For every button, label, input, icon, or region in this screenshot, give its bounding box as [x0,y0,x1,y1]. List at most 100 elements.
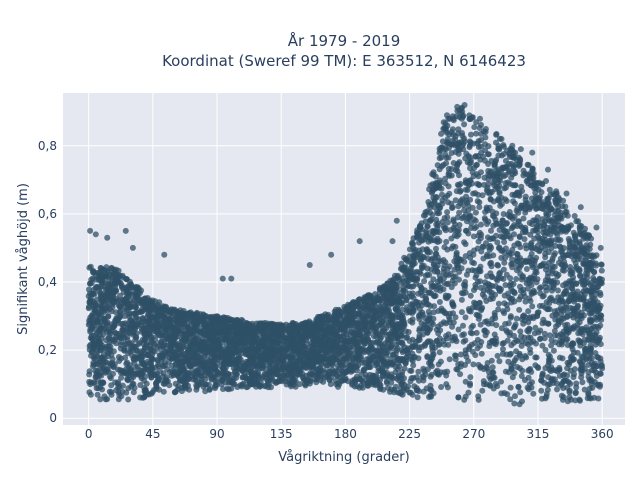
data-point [144,351,151,358]
data-point [516,162,522,169]
data-point [577,397,583,404]
data-point [349,380,356,387]
data-point [496,189,503,196]
data-point [461,121,468,128]
data-point [555,204,562,210]
data-point [448,172,455,179]
data-point [455,226,462,233]
data-point [428,280,435,287]
data-point [373,347,380,354]
data-point [152,364,159,371]
data-point [106,306,113,312]
data-point [193,386,200,393]
data-point [480,244,487,250]
data-point [564,359,571,366]
data-point [567,271,574,278]
data-point [410,362,417,369]
data-point [516,296,523,303]
data-point [588,261,595,268]
data-point [116,272,123,279]
data-point [513,276,520,282]
data-point [471,260,477,267]
data-point [442,175,449,182]
data-point [563,226,570,233]
data-point [564,365,571,372]
data-point [553,311,560,318]
data-point [220,386,226,392]
data-point [521,236,528,243]
data-point [401,381,408,388]
data-point [542,254,549,261]
data-point [514,364,521,370]
data-point [438,384,445,390]
data-point [179,327,186,334]
data-point [468,131,474,138]
data-point [527,204,534,211]
data-point [383,363,390,370]
data-point [541,335,548,342]
data-point [548,342,555,349]
data-point [476,125,483,131]
data-point [575,218,582,225]
data-point [560,385,567,391]
data-point [403,297,409,304]
data-point [525,308,532,315]
data-point [186,363,193,370]
data-point [470,361,477,368]
data-point [470,233,477,240]
data-point [115,267,122,274]
data-point [401,375,407,382]
data-point [160,388,167,395]
data-point [280,359,287,365]
data-point [465,389,472,396]
data-point [436,349,443,356]
data-point [398,315,405,321]
data-point [530,217,537,224]
data-point [503,198,510,204]
data-point [571,213,578,219]
data-point [598,363,605,370]
data-point [343,355,350,361]
data-point [474,198,481,205]
data-point [581,386,588,393]
data-point [123,360,130,367]
data-point [453,249,460,256]
data-point [121,347,128,354]
data-point [501,185,508,192]
data-point [479,387,486,394]
data-point [564,280,571,287]
data-point [445,313,452,320]
data-point [466,142,473,149]
data-point [93,350,100,357]
data-point [594,353,601,360]
data-point [573,384,580,391]
data-point [105,313,112,320]
data-point [296,371,303,378]
data-point [546,332,553,339]
data-point [428,371,435,378]
data-point [304,334,311,341]
data-point [510,360,517,367]
data-point [564,342,571,348]
data-point [482,318,489,325]
data-point [424,223,431,230]
data-point [511,200,518,207]
data-point [501,259,508,266]
data-point [492,380,499,387]
data-point [490,369,497,376]
data-point [503,271,510,278]
data-point [396,377,403,384]
data-point [327,381,334,388]
data-point [542,266,549,273]
data-point [555,287,561,294]
data-point [498,378,504,385]
data-points [85,102,606,408]
data-point [534,223,541,229]
data-point [591,299,598,306]
data-point [558,306,565,313]
data-point [456,268,463,275]
data-point [394,366,401,372]
data-point [462,314,469,321]
data-point [500,346,506,353]
data-point [558,392,565,399]
